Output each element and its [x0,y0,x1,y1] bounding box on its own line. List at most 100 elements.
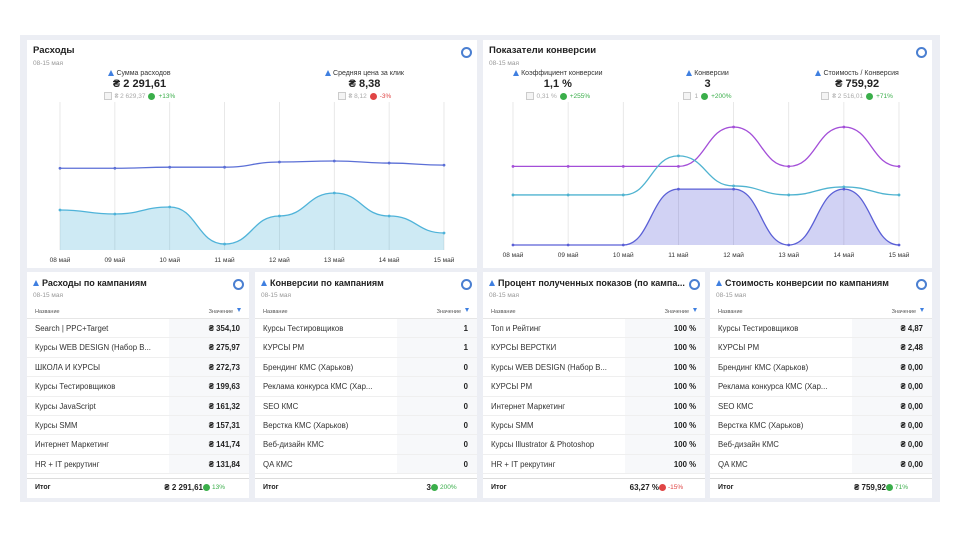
settings-icon[interactable] [689,279,700,290]
series-point [58,208,62,212]
compare-checkbox[interactable] [103,92,112,100]
change-icon [659,484,666,491]
total-label: Итог [263,484,279,491]
row-name: Курсы SMM [491,421,534,430]
change-icon [559,92,567,100]
series-point [677,154,680,158]
compare-checkbox[interactable] [525,92,534,100]
column-header[interactable]: Значение [891,309,916,315]
x-tick-label: 09 май [558,251,579,259]
series-point [387,214,391,218]
row-value: 0 [463,440,468,450]
column-header[interactable]: Значение [436,309,461,315]
widget-title-row: Процент полученных показов (по кампа... [489,278,685,288]
change-badge: 200% [431,484,457,491]
compare-checkbox[interactable] [337,92,346,100]
column-header[interactable]: Название [263,309,288,315]
widget-date: 08-15 мая [489,60,520,67]
kpi-value: 3 [704,78,711,90]
series-point [278,214,281,218]
kpi: Стоимость / Конверсия ₴ 759,92 ₴ 2 516,01 +… [777,68,932,101]
row-divider [483,395,705,397]
row-value: ₴ 157,31 [208,421,240,430]
settings-icon[interactable] [233,279,244,290]
kpi-label: Стоимость / Конверсия [823,69,899,77]
x-tick-label: 10 май [613,251,634,259]
change-text: -15% [668,484,684,491]
compare-checkbox[interactable] [821,92,830,100]
widget: Процент полученных показов (по кампа... 0… [483,272,705,498]
widget-date: 08-15 мая [33,60,64,67]
row-value: ₴ 275,97 [208,343,240,353]
row-divider [483,376,705,378]
kpi-previous: ₴ 2 629,37 [114,92,146,100]
row-value: ₴ 4,87 [900,324,923,333]
header-divider [27,318,249,319]
row-divider [27,434,249,436]
row-value: 0 [463,382,468,392]
widget-title-row: Расходы по кампаниям [33,278,147,288]
column-header[interactable]: Значение [208,309,233,315]
change-badge: 13% [203,484,225,491]
compare-checkbox[interactable] [683,92,692,100]
column-header[interactable]: Название [35,309,60,315]
row-value: ₴ 272,73 [208,362,240,372]
row-divider [710,453,932,455]
column-header[interactable]: Название [718,309,743,315]
x-tick-label: 15 май [889,251,910,259]
row-value: ₴ 199,63 [208,382,240,392]
row-name: Курсы Тестировщиков [263,324,344,333]
kpi-label: Средняя цена за клик [333,69,404,77]
column-header[interactable]: Название [491,309,516,315]
row-name: Веб-дизайн КМС [718,440,779,450]
series-point [566,164,570,168]
total-divider [483,478,705,479]
settings-icon[interactable] [916,279,927,290]
series-point [168,165,172,169]
change-icon [203,484,210,491]
row-divider [27,415,249,416]
row-divider [483,434,705,436]
kpi-icon [686,70,693,76]
series-point [511,193,515,197]
settings-icon[interactable] [461,47,472,58]
widget-title: Расходы по кампаниям [42,278,147,288]
sort-icon[interactable] [237,308,241,312]
row-divider [27,376,249,378]
row-name: Верстка КМС (Харьков) [263,421,349,430]
x-tick-label: 12 май [723,251,744,259]
sort-icon[interactable] [920,308,924,312]
series-point [58,166,62,170]
series-point [168,205,172,209]
row-divider [255,473,477,475]
x-tick-label: 11 май [668,251,689,259]
row-divider [255,395,477,397]
series-point [113,166,117,170]
row-value: 1 [463,324,468,333]
series-area [60,193,444,250]
settings-icon[interactable] [916,47,927,58]
widget-icon [261,280,267,286]
sort-icon[interactable] [693,308,697,312]
kpi-change: -3% [379,92,392,100]
row-name: КУРСЫ PM [263,343,305,353]
sort-icon[interactable] [465,308,469,312]
x-tick-label: 08 май [503,251,524,259]
row-name: Верстка КМС (Харьков) [718,421,804,430]
kpi-previous: 1 [694,92,699,100]
column-header[interactable]: Значение [664,309,689,315]
widget-title: Процент полученных показов (по кампа... [498,278,685,288]
row-value: 100 % [673,382,696,392]
kpi-change: +255% [569,92,591,100]
series-line [59,160,445,169]
row-name: QA КМС [263,459,293,469]
kpi: Конверсии 3 1 +200% [628,68,788,101]
total-value: 3 [426,483,431,492]
widget-title-row: Стоимость конверсии по кампаниям [716,278,889,288]
change-icon [369,92,377,100]
widget-icon [489,280,495,286]
change-icon [148,92,156,100]
row-value: 0 [463,459,468,469]
x-tick-label: 13 май [324,256,345,264]
settings-icon[interactable] [461,279,472,290]
